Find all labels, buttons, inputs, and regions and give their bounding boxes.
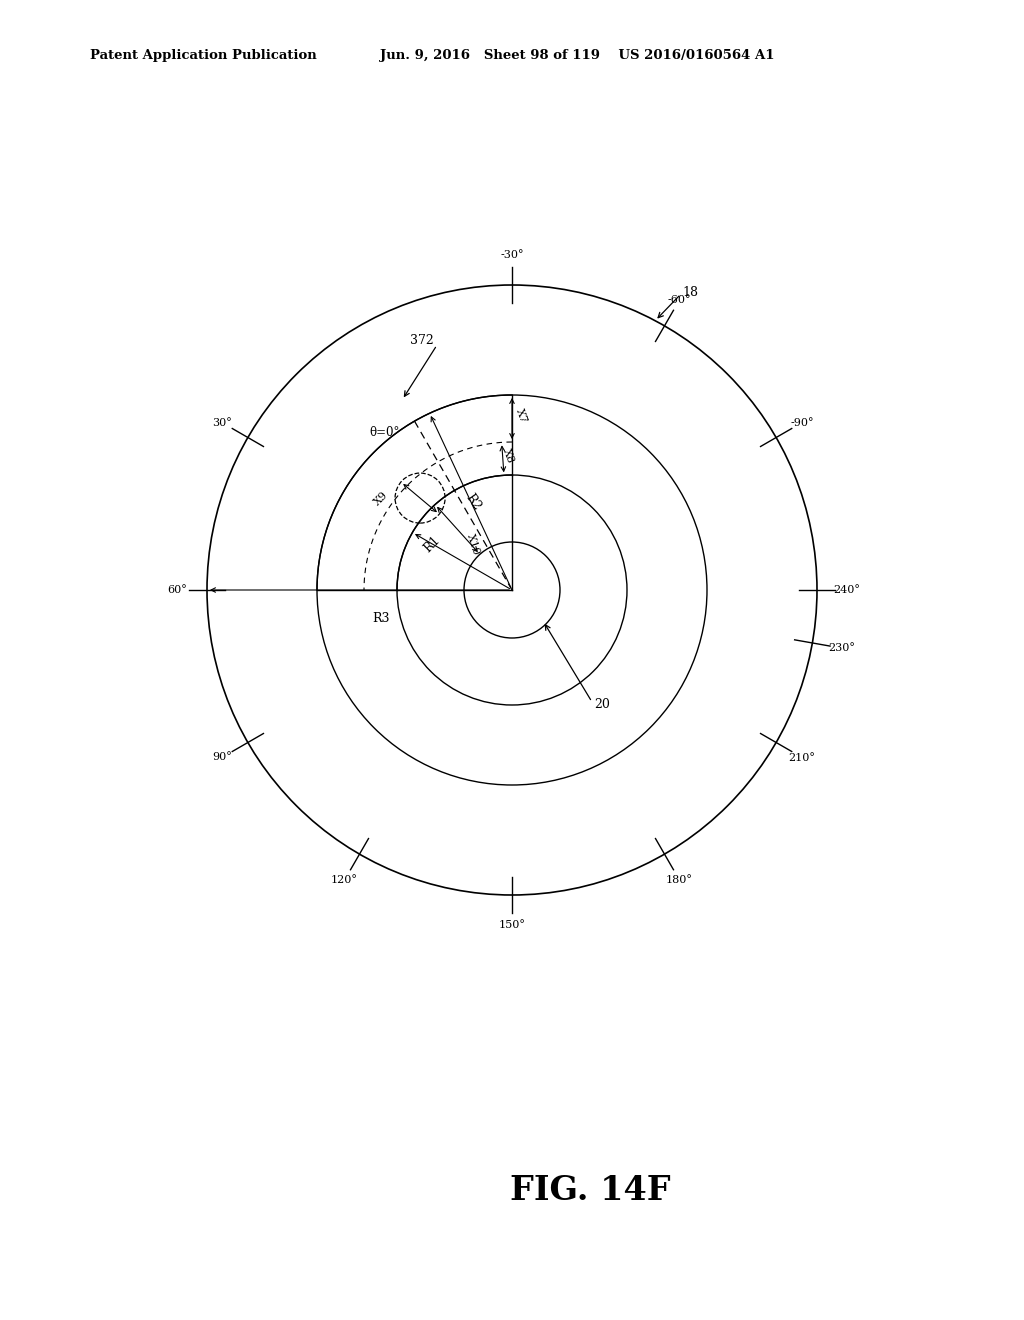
Text: Patent Application Publication: Patent Application Publication	[90, 49, 316, 62]
Text: R2: R2	[463, 491, 484, 513]
Text: 90°: 90°	[212, 752, 231, 763]
Text: 150°: 150°	[499, 920, 525, 931]
Text: 372: 372	[411, 334, 434, 346]
Text: -90°: -90°	[791, 417, 814, 428]
Text: 18: 18	[683, 285, 698, 298]
Text: 180°: 180°	[666, 875, 693, 886]
Text: X7: X7	[514, 407, 528, 424]
Text: R3: R3	[372, 611, 389, 624]
Text: X9: X9	[373, 490, 390, 507]
Text: θ=0°: θ=0°	[370, 426, 400, 440]
Text: Jun. 9, 2016   Sheet 98 of 119    US 2016/0160564 A1: Jun. 9, 2016 Sheet 98 of 119 US 2016/016…	[380, 49, 774, 62]
Text: X10: X10	[465, 532, 481, 557]
Text: 240°: 240°	[834, 585, 860, 595]
Text: -60°: -60°	[668, 294, 691, 305]
Text: FIG. 14F: FIG. 14F	[510, 1173, 671, 1206]
Text: 20: 20	[594, 698, 610, 711]
Text: 30°: 30°	[212, 417, 231, 428]
Text: X8: X8	[501, 447, 515, 465]
Text: 60°: 60°	[167, 585, 186, 595]
Text: 230°: 230°	[828, 643, 855, 653]
Text: 120°: 120°	[331, 875, 358, 886]
Text: R1: R1	[422, 535, 443, 556]
Text: 210°: 210°	[788, 752, 815, 763]
Text: -30°: -30°	[501, 249, 523, 260]
